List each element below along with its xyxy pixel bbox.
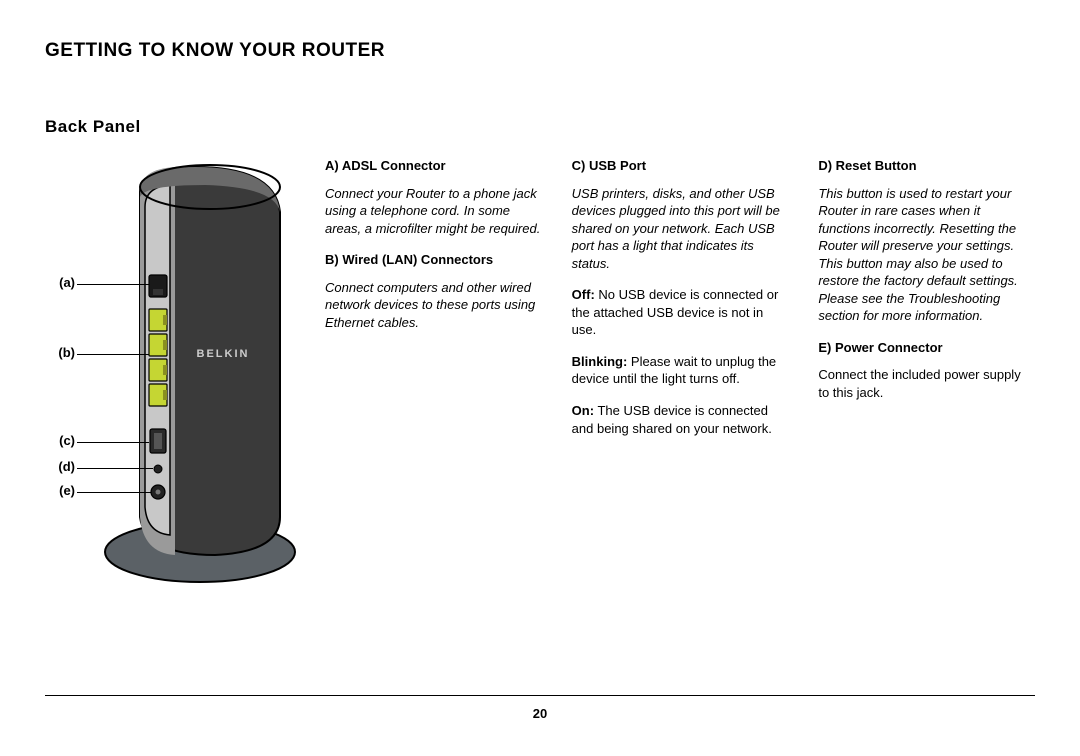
block-paragraph: This button is used to restart your Rout…	[818, 185, 1035, 325]
block-heading: C) USB Port	[572, 157, 789, 175]
block-heading: A) ADSL Connector	[325, 157, 542, 175]
block-paragraph: Off: No USB device is connected or the a…	[572, 286, 789, 339]
callout-line-a	[77, 284, 149, 285]
block-heading: E) Power Connector	[818, 339, 1035, 357]
column-2: C) USB Port USB printers, disks, and othe…	[572, 157, 789, 597]
block-paragraph: Connect the included power supply to thi…	[818, 366, 1035, 401]
callout-d: (d)	[45, 459, 75, 474]
callout-line-e	[77, 492, 151, 493]
block-paragraph: USB printers, disks, and other USB devic…	[572, 185, 789, 273]
callout-a: (a)	[45, 275, 75, 290]
footer-rule	[45, 695, 1035, 696]
block-paragraph: Connect your Router to a phone jack usin…	[325, 185, 542, 238]
callout-b: (b)	[45, 345, 75, 360]
block-paragraph: On: The USB device is connected and bein…	[572, 402, 789, 437]
section-title: Back Panel	[45, 117, 1035, 137]
diagram-column: BELKIN	[45, 157, 305, 597]
page-number: 20	[0, 706, 1080, 721]
router-svg: BELKIN	[45, 157, 305, 597]
block-heading: D) Reset Button	[818, 157, 1035, 175]
page-title: GETTING TO KNOW YOUR ROUTER	[45, 40, 1035, 62]
callout-line-c	[77, 442, 149, 443]
router-diagram: BELKIN	[45, 157, 305, 597]
content-row: BELKIN	[45, 157, 1035, 597]
column-3: D) Reset Button This button is used to re…	[818, 157, 1035, 597]
brand-text: BELKIN	[197, 348, 250, 360]
callout-line-b	[77, 354, 149, 355]
callout-line-d	[77, 468, 153, 469]
callout-c: (c)	[45, 433, 75, 448]
text-columns: A) ADSL Connector Connect your Router to …	[325, 157, 1035, 597]
block-heading: B) Wired (LAN) Connectors	[325, 251, 542, 269]
block-paragraph: Connect computers and other wired networ…	[325, 279, 542, 332]
callout-e: (e)	[45, 483, 75, 498]
column-1: A) ADSL Connector Connect your Router to …	[325, 157, 542, 597]
block-paragraph: Blinking: Please wait to unplug the devi…	[572, 353, 789, 388]
